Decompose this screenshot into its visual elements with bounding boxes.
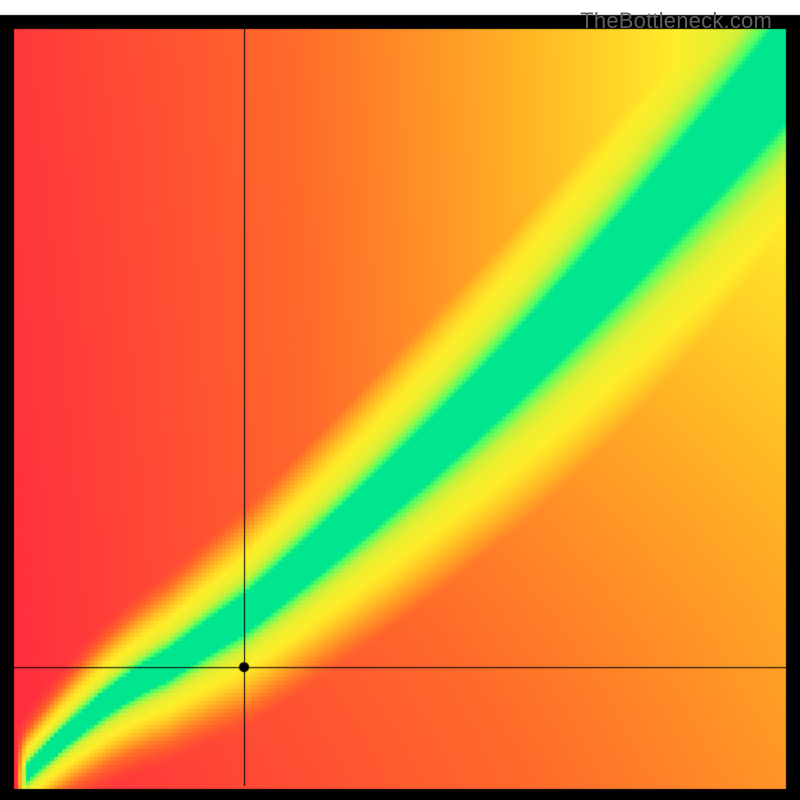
watermark-text: TheBottleneck.com [580, 8, 772, 34]
bottleneck-heatmap [0, 0, 800, 800]
